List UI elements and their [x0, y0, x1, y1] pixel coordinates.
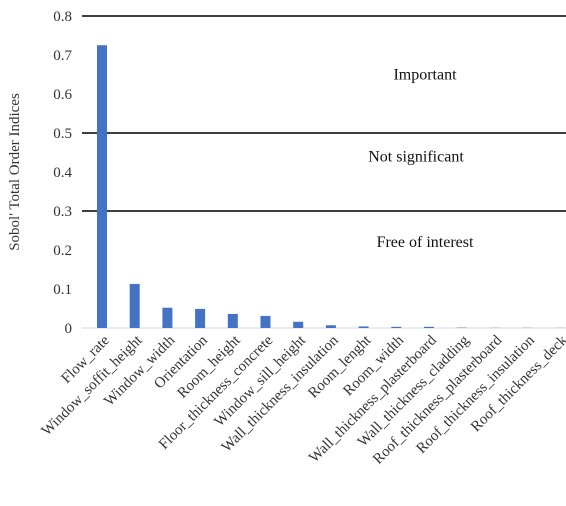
threshold-lines [82, 15, 566, 329]
category-labels: Flow_rateWindow_soffit_heightWindow_widt… [39, 332, 566, 468]
y-tick-label: 0.2 [53, 243, 72, 259]
y-tick-label: 0.8 [53, 9, 72, 25]
bar [162, 307, 173, 328]
bar [293, 321, 304, 328]
bar [358, 326, 369, 328]
bar [195, 308, 206, 328]
zone-labels: Important Not significant Free of interest [368, 67, 474, 252]
y-tick-label: 0.3 [53, 204, 72, 220]
bar [260, 315, 271, 328]
y-tick-label: 0.4 [53, 165, 72, 181]
bar [424, 326, 434, 328]
bar [97, 45, 107, 328]
y-tick-label: 0.5 [53, 126, 72, 142]
y-tick-label: 0 [65, 321, 73, 337]
y-tick-labels: 0 0.1 0.2 0.3 0.4 0.5 0.6 0.7 0.8 [53, 9, 72, 337]
zone-label: Not significant [368, 148, 464, 165]
y-tick-label: 0.1 [53, 282, 72, 298]
bar [391, 326, 402, 328]
y-tick-label: 0.6 [53, 87, 72, 103]
bars [97, 45, 565, 328]
y-tick-label: 0.7 [53, 48, 72, 64]
zone-label: Free of interest [377, 234, 474, 251]
bar [129, 283, 140, 328]
bar [325, 325, 336, 328]
bar [227, 313, 238, 328]
zone-label: Important [393, 67, 457, 84]
y-axis-label: Sobol' Total Order Indices [7, 93, 23, 251]
